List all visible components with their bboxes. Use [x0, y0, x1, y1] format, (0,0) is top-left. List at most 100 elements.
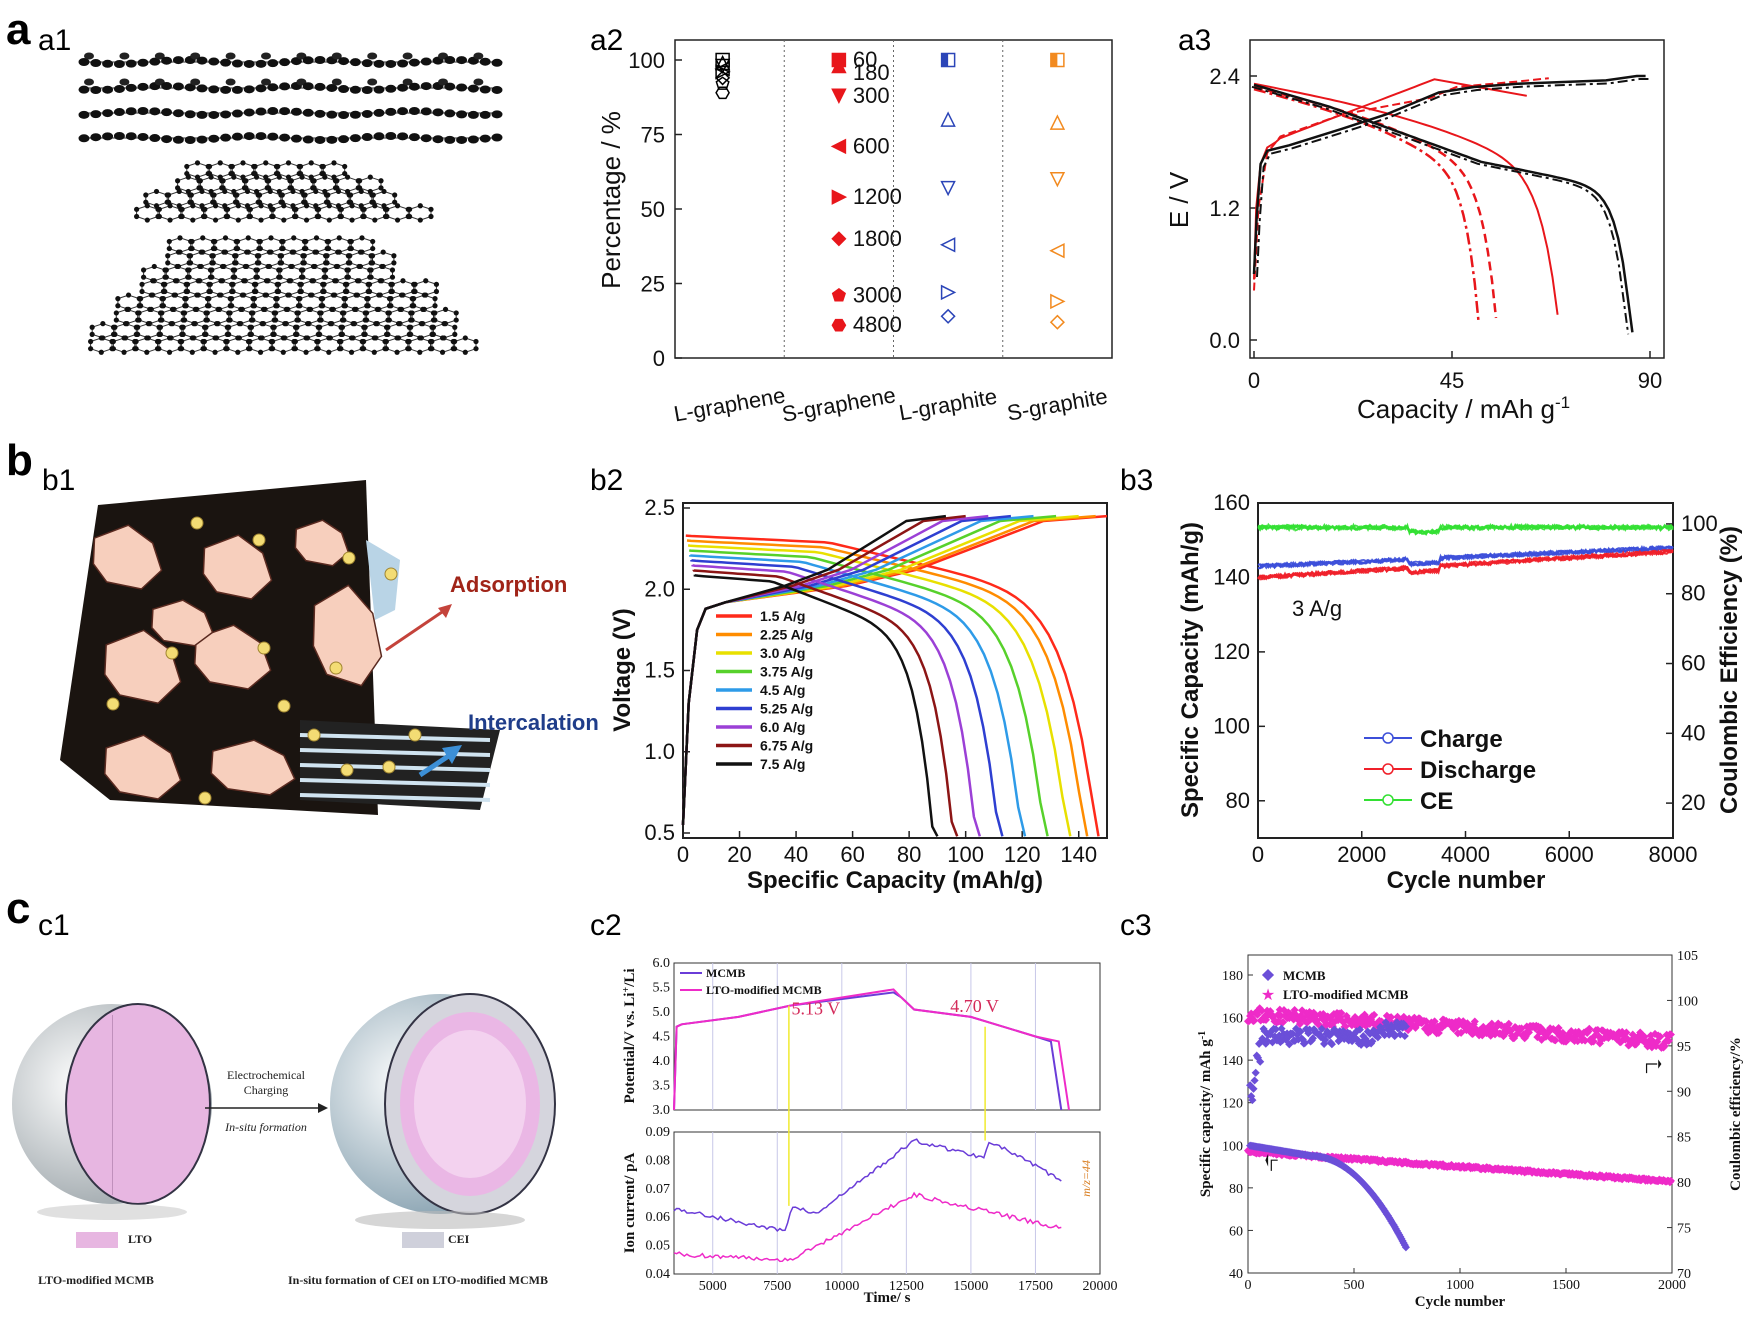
carbon-atom [279, 107, 291, 116]
carbon-atom [144, 203, 150, 209]
carbon-atom [190, 203, 196, 209]
c3-ytick-label: 40 [1229, 1267, 1243, 1282]
c3-left-axis-arrow [1270, 1159, 1278, 1171]
carbon-atom [190, 78, 201, 86]
b3-xlabel: Cycle number [1387, 867, 1546, 894]
carbon-atom [206, 163, 213, 170]
carbon-atom [268, 235, 274, 241]
carbon-atom [321, 288, 327, 295]
b1-pore [151, 599, 214, 647]
carbon-atom [274, 303, 280, 309]
a3-black-discharge [1253, 83, 1634, 333]
carbon-atom [397, 83, 409, 92]
carbon-atom [473, 338, 479, 345]
carbon-atom [168, 321, 174, 327]
carbon-atom [207, 288, 213, 295]
carbon-atom [373, 59, 385, 68]
carbon-atom [291, 235, 297, 241]
carbon-atom [166, 349, 173, 355]
carbon-atom [285, 292, 291, 298]
c3-ytick-label: 60 [1229, 1224, 1243, 1239]
carbon-atom [349, 85, 361, 94]
carbon-atom [267, 188, 273, 195]
carbon-atom [378, 185, 384, 191]
a2-time-label: 180 [853, 60, 890, 85]
carbon-atom [183, 296, 189, 302]
carbon-atom [183, 303, 189, 309]
carbon-atom [406, 338, 412, 345]
c1-right-caption: In-situ formation of CEI on LTO-modified… [288, 1273, 548, 1287]
carbon-atom [242, 263, 248, 270]
carbon-atom [137, 82, 149, 91]
carbon-atom [270, 206, 276, 212]
a2-point [830, 138, 847, 155]
c3-lto-ce-point [1314, 1020, 1324, 1029]
carbon-atom [295, 317, 301, 323]
carbon-atom [280, 245, 286, 252]
carbon-atom [190, 217, 196, 223]
carbon-atom [280, 349, 286, 355]
c3-mcmb-ce-point [1321, 1035, 1330, 1044]
carbon-atom [125, 107, 137, 116]
a3-black-discharge-dashdot [1251, 85, 1630, 335]
a2-point [831, 57, 847, 74]
a2-point [1049, 171, 1066, 188]
c3-mcmb-ce-point [1368, 1037, 1377, 1046]
carbon-atom [365, 303, 371, 309]
carbon-atom [196, 84, 208, 93]
carbon-atom [307, 292, 314, 298]
carbon-atom [444, 135, 456, 144]
carbon-atom [309, 278, 315, 284]
carbon-atom [345, 274, 351, 280]
c3-lto-ce-point [1554, 1023, 1563, 1033]
a3-ytick-label: 0.0 [1209, 328, 1240, 353]
carbon-atom [204, 317, 210, 323]
carbon-atom [326, 203, 332, 209]
carbon-atom [407, 206, 413, 212]
carbon-atom [89, 331, 95, 337]
carbon-atom [388, 303, 394, 309]
carbon-atom [324, 260, 330, 266]
carbon-atom [299, 174, 305, 180]
carbon-atom [210, 260, 216, 266]
carbon-atom [253, 174, 260, 180]
c3-lto-ce-point [1452, 1022, 1461, 1031]
carbon-atom [243, 132, 255, 141]
carbon-atom [149, 134, 161, 143]
carbon-atom [115, 303, 121, 309]
carbon-atom [233, 253, 239, 259]
carbon-atom [78, 85, 90, 94]
carbon-atom [144, 335, 150, 341]
carbon-atom [98, 335, 104, 341]
b2-xtick-label: 40 [784, 842, 808, 867]
c3-ytick-label: 180 [1222, 969, 1243, 984]
carbon-atom [275, 163, 281, 170]
c3-ytick-label: 140 [1222, 1054, 1243, 1069]
carbon-atom [363, 310, 370, 316]
carbon-atom [348, 335, 355, 341]
b3-annotation: 3 A/g [1292, 596, 1342, 621]
carbon-atom [345, 267, 351, 273]
carbon-atom [171, 292, 177, 298]
carbon-atom [194, 292, 200, 298]
carbon-atom [255, 107, 267, 116]
carbon-atom [294, 324, 300, 330]
carbon-atom [234, 238, 241, 245]
a3-xtick-label: 0 [1248, 368, 1260, 393]
carbon-atom [433, 288, 440, 295]
carbon-atom [201, 338, 207, 345]
a2-point [715, 70, 731, 86]
carbon-atom [189, 245, 195, 252]
carbon-atom [270, 338, 276, 345]
carbon-atom [113, 84, 125, 93]
c2-lto-potential [673, 988, 1070, 1111]
carbon-atom [392, 199, 398, 205]
carbon-atom [261, 78, 271, 86]
carbon-atom [84, 52, 94, 60]
a2-ytick-label: 25 [641, 272, 665, 297]
carbon-atom [332, 278, 338, 284]
carbon-atom [270, 213, 276, 220]
carbon-atom [288, 263, 294, 270]
carbon-atom [347, 192, 354, 198]
sub-label-c2: c2 [590, 909, 622, 942]
